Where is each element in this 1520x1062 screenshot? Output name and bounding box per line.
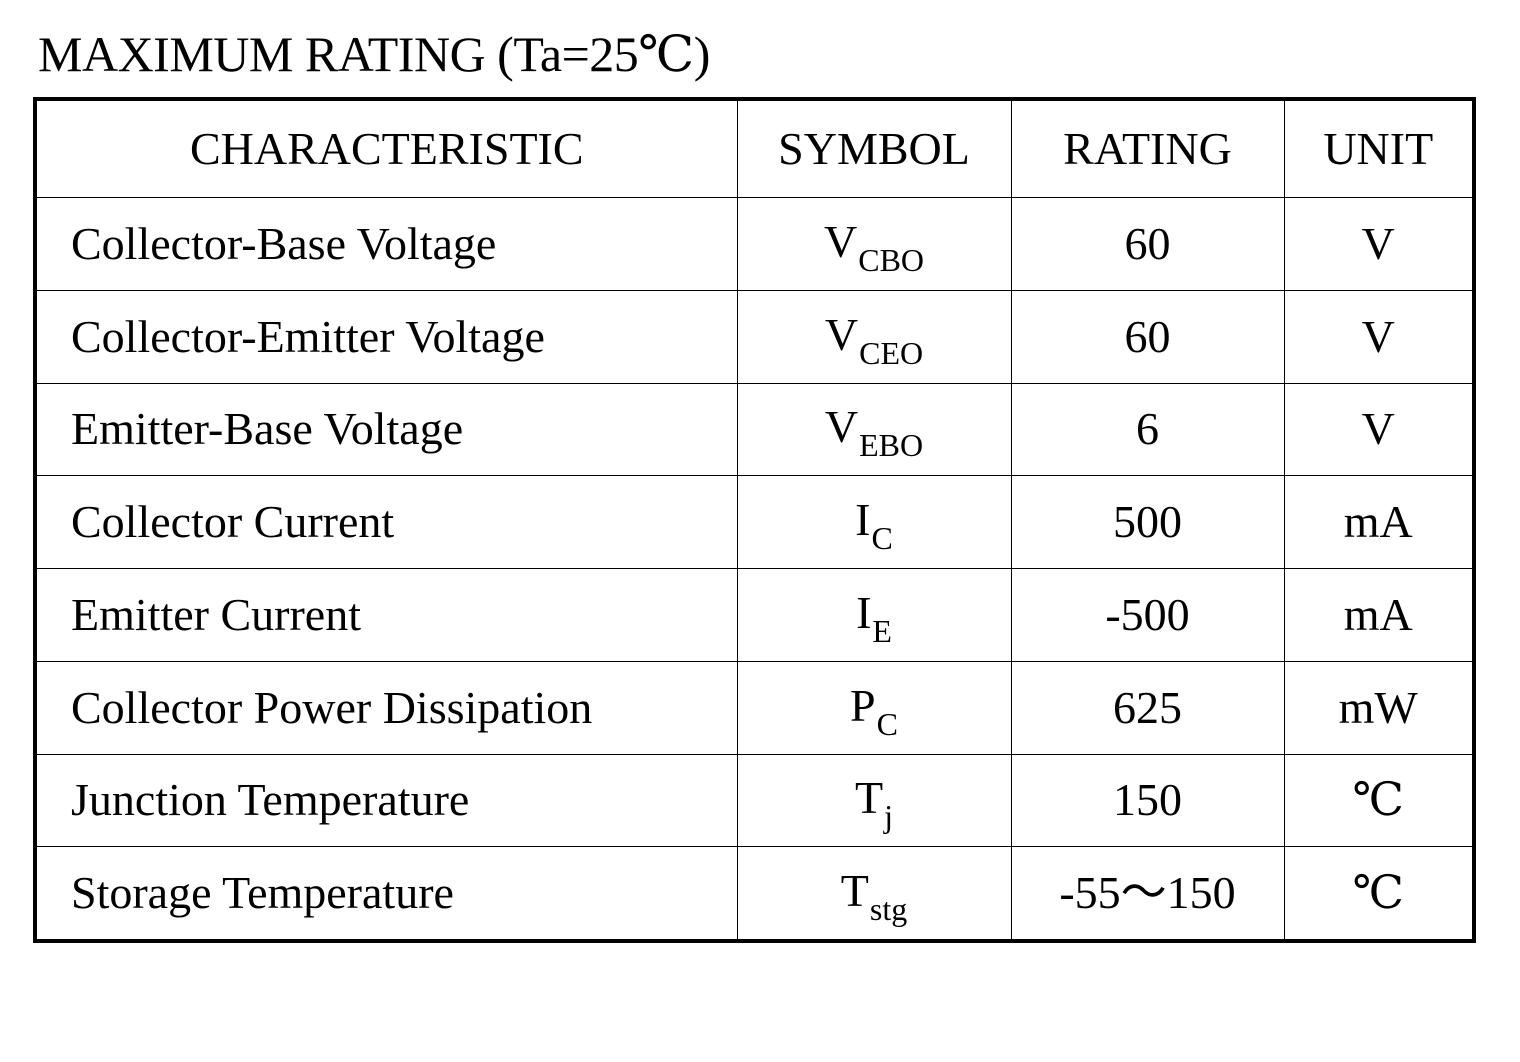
- symbol-subscript: CEO: [859, 334, 924, 371]
- symbol-main: T: [855, 772, 884, 824]
- cell-symbol: Tstg: [736, 846, 1012, 939]
- cell-characteristic: Emitter-Base Voltage: [37, 382, 738, 477]
- cell-characteristic: Collector Current: [37, 475, 738, 569]
- table-row: Collector Current IC 500 mA: [37, 475, 1472, 569]
- cell-unit: V: [1283, 382, 1472, 477]
- table-header-row: CHARACTERISTIC SYMBOL RATING UNIT: [37, 101, 1472, 198]
- symbol-main: I: [855, 494, 871, 546]
- symbol-subscript: CBO: [858, 241, 925, 278]
- cell-unit: mA: [1283, 475, 1472, 569]
- cell-rating: 150: [1010, 753, 1285, 848]
- table-row: Collector-Base Voltage VCBO 60 V: [37, 197, 1472, 291]
- symbol-main: V: [824, 308, 859, 360]
- symbol-subscript: E: [872, 612, 892, 649]
- cell-symbol: PC: [736, 660, 1012, 755]
- symbol-subscript: stg: [869, 891, 908, 928]
- table-row: Emitter-Base Voltage VEBO 6 V: [37, 382, 1472, 477]
- cell-characteristic: Collector-Emitter Voltage: [37, 289, 738, 384]
- cell-symbol: IE: [736, 568, 1012, 662]
- cell-symbol: VCEO: [736, 289, 1012, 384]
- cell-rating: 500: [1010, 475, 1285, 569]
- symbol-main: V: [823, 215, 858, 267]
- symbol-subscript: EBO: [859, 427, 924, 464]
- cell-characteristic: Collector Power Dissipation: [37, 660, 738, 755]
- header-unit: UNIT: [1283, 101, 1472, 198]
- cell-symbol: VCBO: [736, 197, 1012, 291]
- table-row: Collector Power Dissipation PC 625 mW: [37, 660, 1472, 755]
- cell-rating: -55～150: [1010, 846, 1285, 939]
- cell-characteristic: Junction Temperature: [37, 753, 738, 848]
- cell-rating: 625: [1010, 660, 1285, 755]
- cell-unit: V: [1283, 289, 1472, 384]
- maximum-rating-table: CHARACTERISTIC SYMBOL RATING UNIT Collec…: [33, 97, 1476, 943]
- page-title: MAXIMUM RATING (Ta=25℃): [38, 26, 710, 82]
- symbol-main: I: [856, 586, 872, 638]
- cell-unit: V: [1283, 197, 1472, 291]
- table-row: Storage Temperature Tstg -55～150 ℃: [37, 846, 1472, 939]
- symbol-main: T: [840, 865, 869, 917]
- cell-unit: ℃: [1283, 846, 1472, 939]
- cell-characteristic: Emitter Current: [37, 568, 738, 662]
- table-row: Collector-Emitter Voltage VCEO 60 V: [37, 289, 1472, 384]
- header-characteristic: CHARACTERISTIC: [37, 101, 738, 198]
- symbol-subscript: C: [871, 520, 893, 557]
- ratings-table: CHARACTERISTIC SYMBOL RATING UNIT Collec…: [37, 101, 1472, 939]
- cell-symbol: IC: [736, 475, 1012, 569]
- table-row: Emitter Current IE -500 mA: [37, 568, 1472, 662]
- cell-symbol: VEBO: [736, 382, 1012, 477]
- symbol-subscript: C: [876, 705, 898, 742]
- table-row: Junction Temperature Tj 150 ℃: [37, 753, 1472, 848]
- cell-rating: -500: [1010, 568, 1285, 662]
- cell-characteristic: Storage Temperature: [37, 846, 738, 939]
- symbol-main: V: [824, 401, 859, 453]
- cell-unit: ℃: [1283, 753, 1472, 848]
- cell-rating: 60: [1010, 289, 1285, 384]
- cell-characteristic: Collector-Base Voltage: [37, 197, 738, 291]
- symbol-subscript: j: [884, 798, 893, 835]
- cell-rating: 6: [1010, 382, 1285, 477]
- header-rating: RATING: [1010, 101, 1285, 198]
- symbol-main: P: [850, 679, 876, 731]
- cell-unit: mA: [1283, 568, 1472, 662]
- cell-unit: mW: [1283, 660, 1472, 755]
- header-symbol: SYMBOL: [736, 101, 1012, 198]
- cell-symbol: Tj: [736, 753, 1012, 848]
- cell-rating: 60: [1010, 197, 1285, 291]
